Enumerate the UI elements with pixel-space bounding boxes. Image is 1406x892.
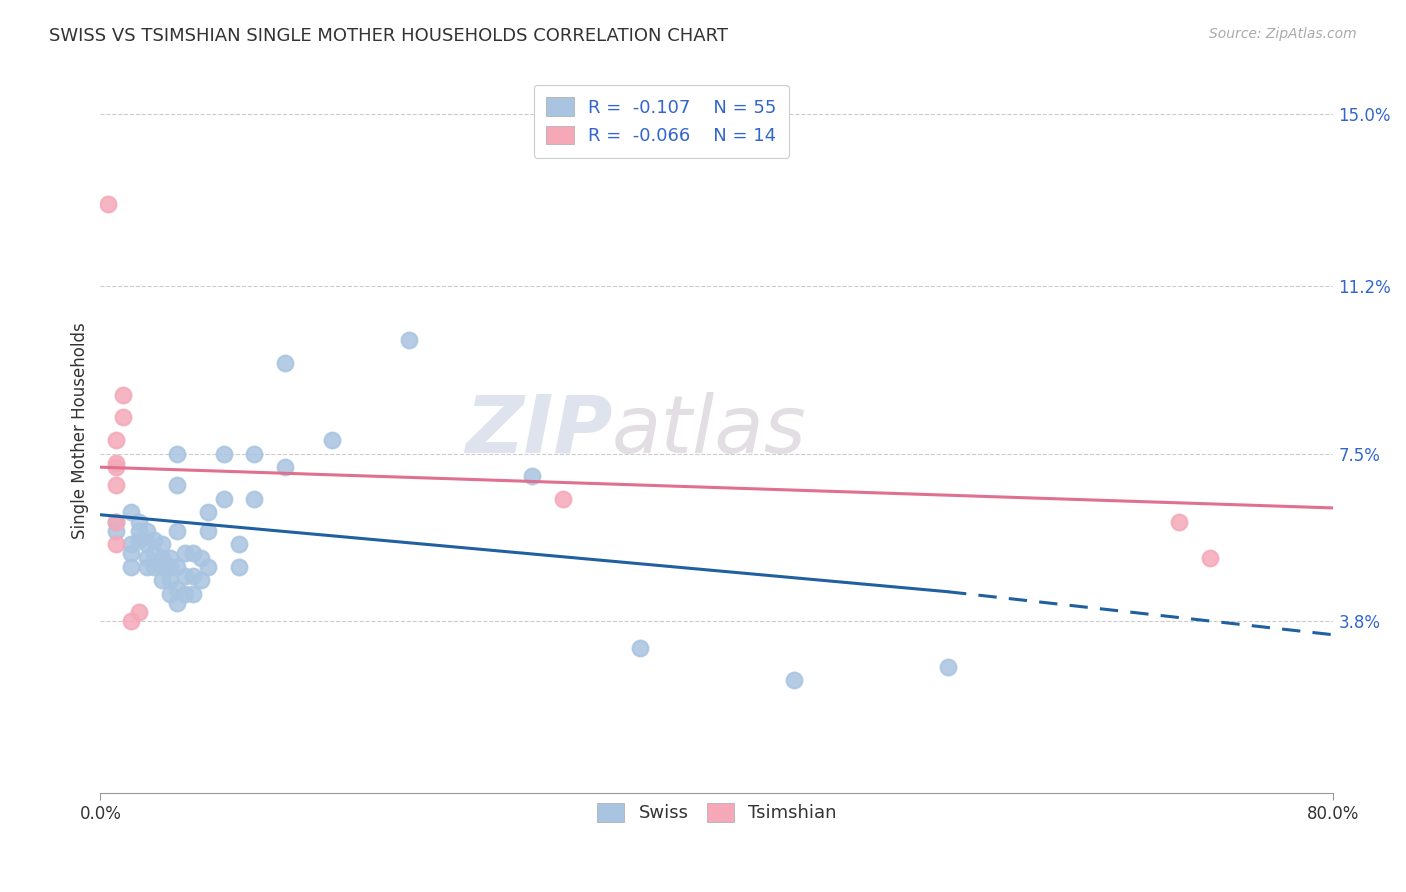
Point [104,515,127,529]
Point [181,569,204,583]
Point [1199,550,1222,565]
Point [135,550,157,565]
Point [143,546,166,560]
Text: atlas: atlas [612,392,807,470]
Point [159,550,181,565]
Point [936,659,959,673]
Point [520,469,543,483]
Point [197,524,219,538]
Point [159,587,181,601]
Point [135,524,157,538]
Point [150,550,173,565]
Point [150,537,173,551]
Point [120,506,142,520]
Point [197,506,219,520]
Point [112,410,135,425]
Point [174,546,197,560]
Text: SWISS VS TSIMSHIAN SINGLE MOTHER HOUSEHOLDS CORRELATION CHART: SWISS VS TSIMSHIAN SINGLE MOTHER HOUSEHO… [49,27,728,45]
Point [274,356,297,370]
Point [174,569,197,583]
Text: Source: ZipAtlas.com: Source: ZipAtlas.com [1209,27,1357,41]
Point [181,587,204,601]
Point [212,447,235,461]
Point [135,559,157,574]
Point [1168,515,1191,529]
Point [166,596,188,610]
Point [97,197,120,211]
Point [112,387,135,401]
Point [174,587,197,601]
Point [212,491,235,506]
Legend: Swiss, Tsimshian: Swiss, Tsimshian [585,790,849,835]
Point [128,605,150,619]
Point [166,524,188,538]
Point [243,491,266,506]
Point [228,559,250,574]
Point [128,515,150,529]
Point [321,433,343,447]
Text: ZIP: ZIP [465,392,612,470]
Point [104,524,127,538]
Point [150,574,173,588]
Point [104,460,127,475]
Point [104,478,127,492]
Point [166,582,188,597]
Point [783,673,806,687]
Point [181,546,204,560]
Point [120,537,142,551]
Point [551,491,574,506]
Point [150,559,173,574]
Point [228,537,250,551]
Point [120,614,142,628]
Point [104,456,127,470]
Point [166,559,188,574]
Point [120,559,142,574]
Point [104,433,127,447]
Point [104,515,127,529]
Point [135,537,157,551]
Point [628,641,651,656]
Point [159,574,181,588]
Point [143,559,166,574]
Point [274,460,297,475]
Point [398,334,420,348]
Point [166,478,188,492]
Point [120,546,142,560]
Point [159,559,181,574]
Point [143,533,166,547]
Point [190,574,212,588]
Point [190,550,212,565]
Y-axis label: Single Mother Households: Single Mother Households [72,323,89,540]
Point [128,524,150,538]
Point [243,447,266,461]
Point [128,533,150,547]
Point [166,447,188,461]
Point [104,537,127,551]
Point [197,559,219,574]
